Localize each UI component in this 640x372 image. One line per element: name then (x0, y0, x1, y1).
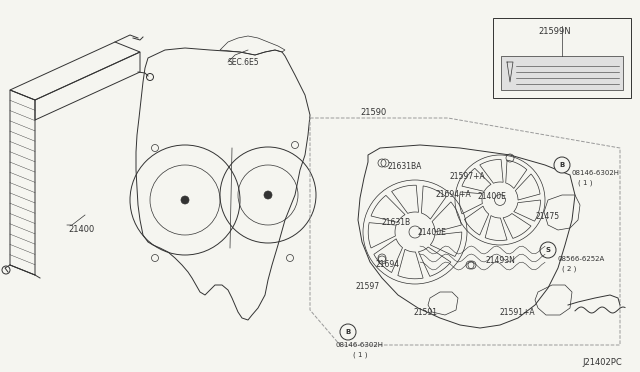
Text: 21590: 21590 (360, 108, 387, 117)
Text: 21475: 21475 (535, 212, 559, 221)
Circle shape (554, 157, 570, 173)
Text: 08146-6302H: 08146-6302H (572, 170, 620, 176)
Text: 21597+A: 21597+A (450, 172, 486, 181)
Text: 21591+A: 21591+A (500, 308, 536, 317)
Circle shape (340, 324, 356, 340)
Text: ( 2 ): ( 2 ) (562, 266, 577, 273)
Text: 21591: 21591 (414, 308, 438, 317)
Text: ( 1 ): ( 1 ) (578, 180, 593, 186)
Text: B: B (346, 329, 351, 335)
Text: B: B (559, 162, 564, 168)
Text: 21493N: 21493N (485, 256, 515, 265)
Text: 08566-6252A: 08566-6252A (558, 256, 605, 262)
Text: 21400E: 21400E (418, 228, 447, 237)
Text: 21694+A: 21694+A (435, 190, 471, 199)
Text: 21631B: 21631B (382, 218, 411, 227)
Text: J21402PC: J21402PC (582, 358, 622, 367)
Text: ( 1 ): ( 1 ) (353, 352, 367, 359)
Text: 21597: 21597 (356, 282, 380, 291)
Text: SEC.6E5: SEC.6E5 (228, 58, 260, 67)
Text: 21400: 21400 (68, 225, 94, 234)
Text: S: S (545, 247, 550, 253)
Circle shape (540, 242, 556, 258)
Text: 08146-6302H: 08146-6302H (336, 342, 384, 348)
Circle shape (181, 196, 189, 204)
Text: 21694: 21694 (376, 260, 400, 269)
Bar (501, 56, 623, 90)
Circle shape (264, 191, 272, 199)
Text: 21400E: 21400E (478, 192, 507, 201)
Text: 21631BA: 21631BA (388, 162, 422, 171)
Bar (493, 18, 631, 98)
Text: 21599N: 21599N (539, 28, 572, 36)
